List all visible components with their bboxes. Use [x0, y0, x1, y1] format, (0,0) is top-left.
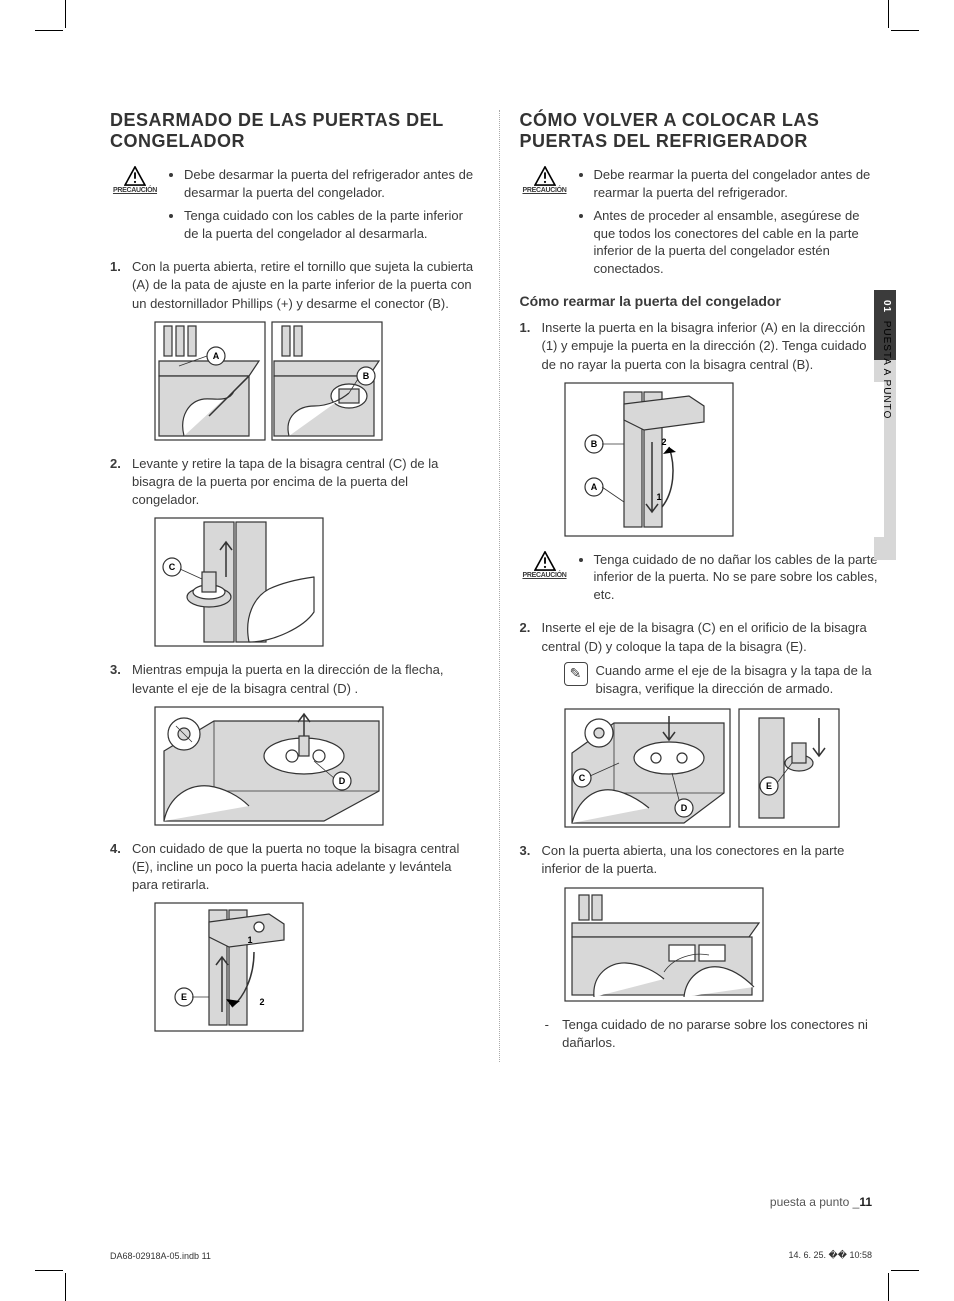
print-footer-right: 14. 6. 25. �� 10:58	[788, 1250, 872, 1261]
svg-text:A: A	[590, 482, 597, 492]
caution-bullet: Debe desarmar la puerta del refrigerador…	[184, 166, 475, 201]
warning-icon	[534, 551, 556, 571]
right-title: CÓMO VOLVER A COLOCAR LAS PUERTAS DEL RE…	[520, 110, 885, 152]
figure-r3	[564, 887, 885, 1002]
warning-icon	[124, 166, 146, 186]
svg-text:E: E	[765, 781, 771, 791]
svg-text:A: A	[213, 351, 220, 361]
print-footer-left: DA68-02918A-05.indb 11	[110, 1251, 211, 1261]
right-caution: PRECAUCIÓN Debe rearmar la puerta del co…	[520, 166, 885, 283]
page-footer: puesta a punto _11	[770, 1195, 872, 1209]
left-title: DESARMADO DE LAS PUERTAS DEL CONGELADOR	[110, 110, 475, 152]
svg-text:D: D	[680, 803, 687, 813]
svg-text:B: B	[590, 439, 597, 449]
figure-r1: 2 1 B A	[564, 382, 885, 537]
figure-4e: 1 2 E	[154, 902, 475, 1032]
svg-text:2: 2	[259, 997, 264, 1007]
note-icon: ✎	[564, 662, 588, 686]
right-subheading: Cómo rearmar la puerta del congelador	[520, 293, 885, 309]
svg-text:D: D	[339, 776, 346, 786]
note-text: Cuando arme el eje de la bisagra y la ta…	[596, 662, 885, 698]
svg-text:C: C	[169, 562, 176, 572]
caution-bullet: Tenga cuidado con los cables de la parte…	[184, 207, 475, 242]
figure-2c: C	[154, 517, 475, 647]
svg-text:E: E	[181, 992, 187, 1002]
figure-1ab: A B	[154, 321, 475, 441]
step: Inserte el eje de la bisagra (C) en el o…	[520, 619, 885, 828]
caution-bullet: Debe rearmar la puerta del congelador an…	[594, 166, 885, 201]
figure-3d: D	[154, 706, 475, 826]
svg-text:2: 2	[661, 437, 666, 447]
caution-bullet: Tenga cuidado de no dañar los cables de …	[594, 551, 885, 604]
step: Mientras empuja la puerta en la direcció…	[110, 661, 475, 825]
dash-note: - Tenga cuidado de no pararse sobre los …	[542, 1016, 885, 1052]
svg-text:1: 1	[656, 492, 661, 502]
figure-r2: C D E	[564, 708, 885, 828]
svg-text:C: C	[578, 773, 585, 783]
right-column: CÓMO VOLVER A COLOCAR LAS PUERTAS DEL RE…	[499, 110, 885, 1062]
step: Levante y retire la tapa de la bisagra c…	[110, 455, 475, 648]
left-column: DESARMADO DE LAS PUERTAS DEL CONGELADOR …	[110, 110, 475, 1062]
right-mid-caution: PRECAUCIÓN Tenga cuidado de no dañar los…	[520, 551, 885, 610]
step: Con la puerta abierta, retire el tornill…	[110, 258, 475, 441]
svg-text:B: B	[363, 371, 370, 381]
svg-text:1: 1	[247, 935, 252, 945]
left-caution: PRECAUCIÓN Debe desarmar la puerta del r…	[110, 166, 475, 248]
caution-bullet: Antes de proceder al ensamble, asegúrese…	[594, 207, 885, 277]
step: Con la puerta abierta, una los conectore…	[520, 842, 885, 1052]
step: Con cuidado de que la puerta no toque la…	[110, 840, 475, 1033]
warning-icon	[534, 166, 556, 186]
step: Inserte la puerta en la bisagra inferior…	[520, 319, 885, 537]
